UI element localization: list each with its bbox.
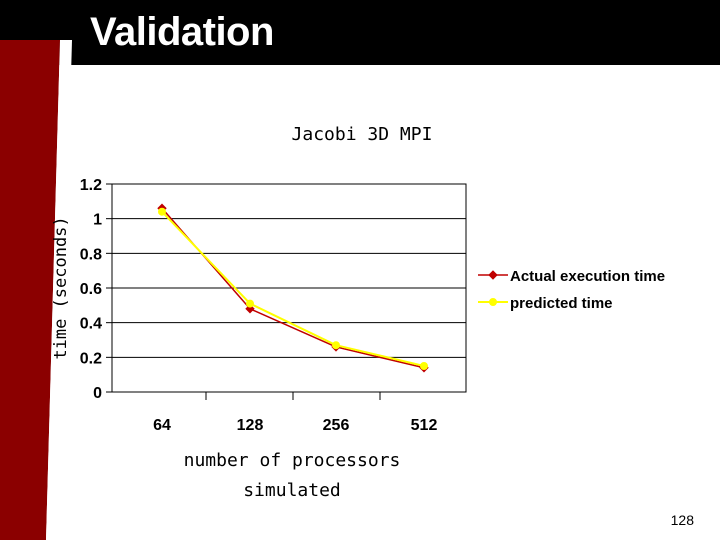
x-axis-label-line-2: simulated (243, 480, 341, 501)
series-1-point-0 (158, 207, 166, 216)
series-line-1 (161, 210, 425, 367)
series-1-point-1 (246, 299, 254, 308)
x-tick-label-1: 128 (237, 417, 264, 434)
legend-marker-0 (488, 270, 498, 280)
slide-title: Validation (90, 10, 274, 54)
x-tick-label-0: 64 (153, 417, 171, 434)
x-axis-label: number of processors simulated (184, 450, 401, 501)
x-tick-label-2: 256 (323, 417, 350, 434)
left-decorative-bar (0, 0, 80, 540)
y-tick-label-5: 1 (93, 212, 102, 229)
y-tick-label-0: 0 (93, 385, 102, 402)
y-tick-label-6: 1.2 (80, 177, 102, 194)
y-tick-label-2: 0.4 (80, 316, 102, 333)
x-axis-label-line-1: number of processors (184, 450, 401, 471)
y-tick-label-1: 0.2 (80, 350, 102, 367)
y-tick-label-4: 0.8 (80, 246, 102, 263)
legend-label-1: predicted time (510, 295, 613, 312)
chart-title: Jacobi 3D MPI (292, 124, 433, 145)
y-axis-label: time (seconds) (51, 216, 71, 359)
series-1-point-2 (332, 341, 340, 350)
header-bar (0, 0, 720, 65)
y-tick-label-3: 0.6 (80, 281, 102, 298)
legend-label-0: Actual execution time (510, 268, 665, 285)
legend-marker-1 (489, 298, 497, 306)
x-tick-label-3: 512 (411, 417, 438, 434)
series-1-point-3 (420, 362, 428, 370)
slide-number: 128 (670, 512, 694, 528)
